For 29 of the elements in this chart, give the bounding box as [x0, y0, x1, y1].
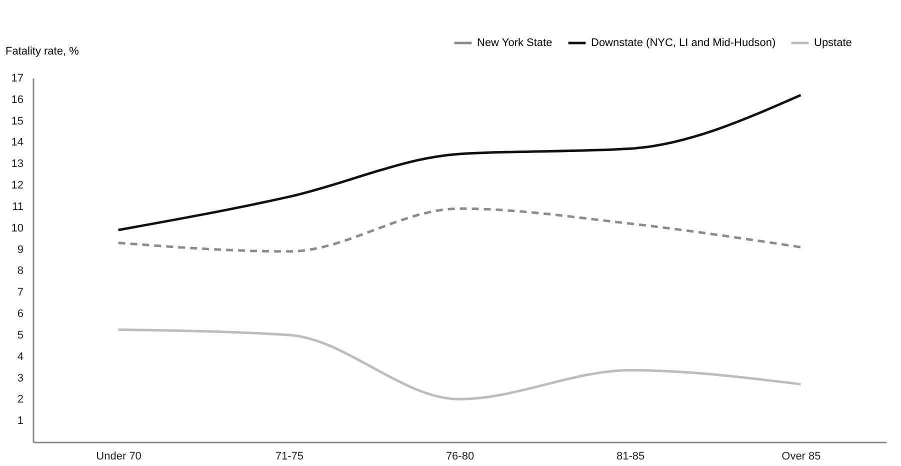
y-tick-label: 11 [12, 200, 24, 213]
y-tick-label: 8 [17, 265, 24, 278]
line-series [117, 94, 802, 232]
y-tick-label: 12 [11, 180, 24, 192]
x-tick-label: Over 85 [782, 450, 821, 462]
legend-label: New York State [477, 37, 552, 49]
x-tick-label: 81-85 [616, 450, 645, 462]
line-series [117, 328, 802, 400]
y-tick-label: 7 [17, 286, 24, 299]
legend-label: Upstate [814, 37, 852, 49]
y-tick-label: 9 [17, 244, 24, 256]
y-tick-label: 3 [17, 372, 24, 384]
line-series [117, 207, 802, 253]
legend-label: Downstate (NYC, LI and Mid-Hudson) [591, 37, 776, 49]
x-tick-label: Under 70 [96, 450, 142, 462]
y-tick-label: 16 [11, 94, 24, 106]
y-tick-label: 14 [11, 136, 24, 149]
y-tick-label: 17 [11, 72, 24, 84]
y-tick-label: 2 [17, 394, 24, 406]
y-tick-label: 4 [17, 350, 24, 363]
y-tick-label: 6 [17, 308, 24, 320]
y-tick-label: 15 [11, 115, 24, 128]
y-tick-label: 10 [11, 222, 24, 234]
x-tick-label: 76-80 [446, 450, 474, 462]
y-tick-label: 13 [11, 158, 24, 170]
x-tick-label: 71-75 [275, 450, 304, 462]
y-axis-title: Fatality rate, % [6, 46, 80, 58]
y-tick-label: 5 [17, 329, 24, 342]
y-tick-label: 1 [17, 415, 24, 428]
